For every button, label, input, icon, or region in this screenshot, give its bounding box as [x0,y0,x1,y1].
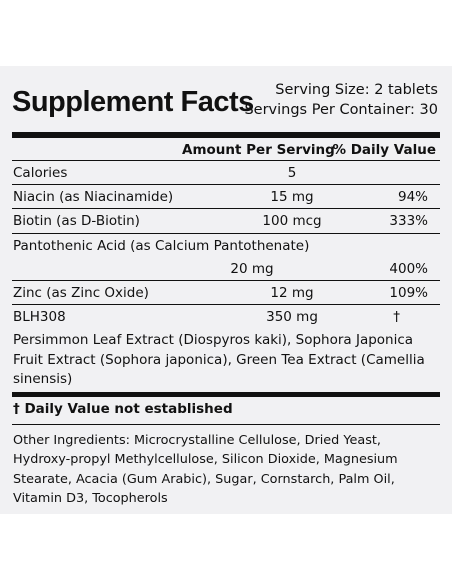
serving-info: Serving Size: 2 tablets Servings Per Con… [244,80,438,120]
daily-value-column-header: % Daily Value [332,142,436,158]
blend-amount: 350 mg [266,308,318,325]
blend-name: BLH308 [13,308,66,325]
nutrient-row-pantothenic-acid-values: 20 mg 400% [12,257,440,281]
nutrient-amount: 12 mg [270,284,314,301]
nutrient-name: Biotin (as D-Biotin) [13,213,140,230]
nutrient-daily-value: 94% [397,189,428,206]
label-content: Supplement Facts Serving Size: 2 tablets… [12,80,440,509]
blend-ingredients: Persimmon Leaf Extract (Diospyros kaki),… [12,328,440,397]
blend-daily-value-symbol: † [393,308,400,325]
nutrient-daily-value: 109% [389,284,428,301]
nutrient-name: Pantothenic Acid (as Calcium Pantothenat… [13,237,310,254]
nutrient-row-pantothenic-acid: Pantothenic Acid (as Calcium Pantothenat… [12,234,440,257]
nutrient-row-biotin: Biotin (as D-Biotin) 100 mcg 333% [12,209,440,234]
nutrient-daily-value: 333% [389,213,428,230]
nutrient-amount: 15 mg [270,189,314,206]
other-ingredients: Other Ingredients: Microcrystalline Cell… [13,432,398,507]
daily-value-footnote: † Daily Value not established [12,397,440,425]
nutrient-name: Zinc (as Zinc Oxide) [13,284,149,301]
nutrient-row-niacin: Niacin (as Niacinamide) 15 mg 94% [12,185,440,210]
nutrient-row-blend: BLH308 350 mg † [12,305,440,328]
nutrient-name: Calories [13,165,68,181]
nutrient-name: Niacin (as Niacinamide) [13,189,174,206]
nutrient-row-zinc: Zinc (as Zinc Oxide) 12 mg 109% [12,281,440,305]
servings-per-container: Servings Per Container: 30 [244,102,438,118]
amount-column-header: Amount Per Serving [182,142,335,158]
column-headers: Amount Per Serving % Daily Value [12,138,440,161]
nutrient-row-calories: Calories 5 [12,161,440,186]
nutrient-amount: 5 [287,165,297,181]
label-title: Supplement Facts [12,86,254,118]
serving-size: Serving Size: 2 tablets [275,82,438,98]
header-divider [12,132,440,138]
supplement-facts-panel: Supplement Facts Serving Size: 2 tablets… [0,66,452,514]
nutrient-amount: 20 mg [230,260,274,277]
label-header: Supplement Facts Serving Size: 2 tablets… [12,80,440,130]
nutrient-daily-value: 400% [389,260,428,277]
nutrient-amount: 100 mcg [262,213,322,230]
